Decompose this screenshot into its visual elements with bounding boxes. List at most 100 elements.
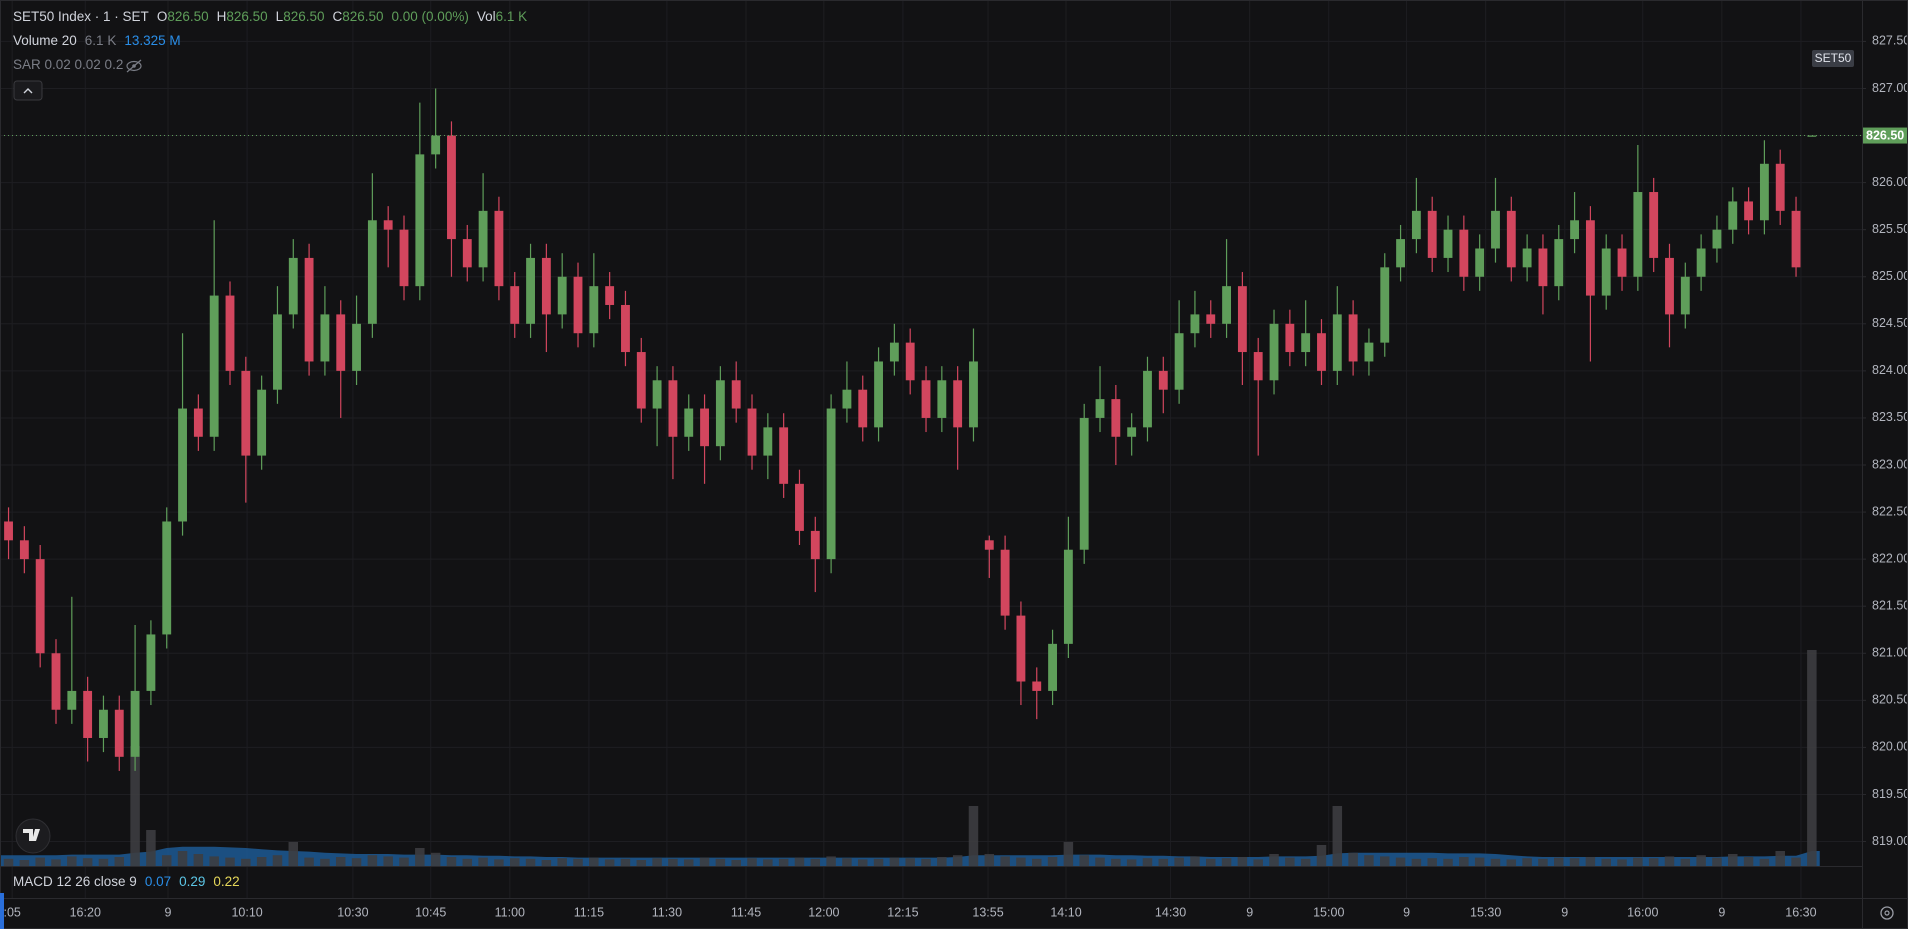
volume-bar	[794, 857, 805, 866]
candle-body	[541, 257, 551, 315]
study-value: 0.07	[144, 874, 172, 889]
candle-body	[19, 540, 29, 560]
candle-body	[605, 286, 615, 305]
candle-body	[1728, 201, 1738, 230]
vol-value: 6.1 K	[495, 9, 528, 24]
volume-bar	[82, 858, 93, 866]
volume-bar	[1063, 842, 1074, 866]
candle-body	[447, 135, 456, 240]
candle-body	[1775, 163, 1785, 211]
candle-body	[1000, 549, 1010, 616]
volume-bar	[225, 857, 235, 866]
volume-bar	[67, 856, 77, 866]
symbol-title[interactable]: SET50 Index · 1 · SET	[13, 9, 149, 24]
x-tick-label: 10:10	[231, 905, 262, 919]
candle-body	[99, 709, 108, 738]
study-value: 0.22	[213, 874, 240, 889]
x-tick-label: 9	[1561, 905, 1568, 919]
x-tick-label: 11:00	[495, 905, 525, 919]
volume-bar	[1348, 852, 1358, 866]
candle-body	[241, 370, 251, 456]
candle-body	[1712, 229, 1722, 249]
candle-body	[684, 408, 694, 437]
study-name[interactable]: SAR 0.02 0.02 0.2	[13, 57, 124, 72]
volume-bar	[1300, 858, 1311, 866]
y-tick-label: 827.00	[1872, 81, 1908, 95]
volume-bar	[351, 858, 362, 866]
volume-bar	[810, 858, 821, 866]
logo-mark	[23, 829, 40, 841]
macd-legend: MACD 12 26 close 9 0.07 0.29 0.22	[13, 874, 240, 889]
volume-bar	[541, 860, 552, 866]
volume-bar	[763, 859, 773, 866]
candle-body	[478, 210, 488, 268]
y-tick-label: 821.50	[1872, 598, 1908, 612]
x-tick-label: :05	[3, 905, 20, 919]
y-tick-label: 827.50	[1872, 34, 1908, 48]
candle-body	[288, 257, 298, 315]
volume-bar	[1743, 857, 1754, 866]
ohlc-label: H	[216, 9, 227, 24]
visibility-icon[interactable]	[126, 59, 142, 73]
y-tick-label: 822.50	[1872, 504, 1908, 518]
candle-body	[921, 380, 931, 418]
study-name[interactable]: MACD 12 26 close 9	[13, 874, 137, 889]
volume-bar	[256, 857, 267, 866]
candle-body	[1459, 229, 1469, 277]
candle-body	[399, 229, 409, 287]
x-tick-label: 15:30	[1470, 905, 1501, 919]
volume-bar	[177, 851, 188, 866]
candle-body	[621, 304, 630, 353]
candle-body	[83, 690, 93, 738]
candle-body	[1601, 248, 1611, 296]
candle-body	[352, 323, 361, 371]
volume-bar	[1633, 857, 1643, 866]
study-value: 0.29	[179, 874, 206, 889]
volume-bar	[1459, 857, 1469, 866]
volume-bar	[1269, 854, 1279, 866]
y-tick-label: 823.00	[1872, 457, 1908, 471]
volume-bar	[1032, 858, 1042, 866]
settings-icon[interactable]	[1880, 906, 1894, 920]
y-tick-label: 819.00	[1872, 834, 1908, 848]
volume-bar	[1728, 854, 1738, 866]
volume-bar	[209, 856, 219, 866]
collapse-button[interactable]	[13, 80, 43, 101]
volume-bar	[1538, 858, 1548, 866]
candle-body	[431, 135, 441, 155]
volume-bar	[1443, 858, 1453, 866]
volume-bar	[1047, 857, 1058, 866]
candle-body	[1554, 239, 1564, 287]
volume-bar	[114, 857, 125, 866]
change-value: 0.00 (0.00%)	[391, 9, 469, 24]
volume-bar	[1712, 857, 1722, 866]
candle-body	[636, 352, 646, 409]
y-tick-label: 820.00	[1872, 740, 1908, 754]
study-name[interactable]: Volume 20	[13, 33, 77, 48]
candle-body	[209, 295, 219, 437]
volume-bar	[589, 857, 599, 866]
candle-body	[953, 380, 963, 428]
tv-logo[interactable]	[15, 818, 51, 854]
volume-bar	[984, 854, 995, 866]
eye-outline	[126, 60, 142, 72]
volume-bar	[1791, 857, 1801, 866]
volume-bar	[952, 855, 963, 866]
candle-body	[1411, 210, 1421, 240]
volume-bar	[1364, 855, 1374, 866]
candle-body	[1570, 220, 1580, 240]
candle-body	[320, 314, 330, 362]
candle-body	[842, 389, 852, 409]
volume-bar	[1759, 858, 1770, 866]
candle-body	[383, 220, 393, 230]
overlay-layer: 819.00 819.50 820.00 820.50 821.00 821.50 822.…	[0, 34, 1908, 919]
candle-body	[905, 342, 915, 381]
x-tick-label: 10:30	[337, 905, 368, 919]
scroll-marker	[0, 893, 4, 929]
volume-bar	[842, 858, 852, 866]
volume-bar	[415, 848, 425, 866]
candle-body	[1506, 210, 1516, 268]
candle-body	[1680, 276, 1690, 315]
x-tick-label: 16:20	[70, 905, 101, 919]
